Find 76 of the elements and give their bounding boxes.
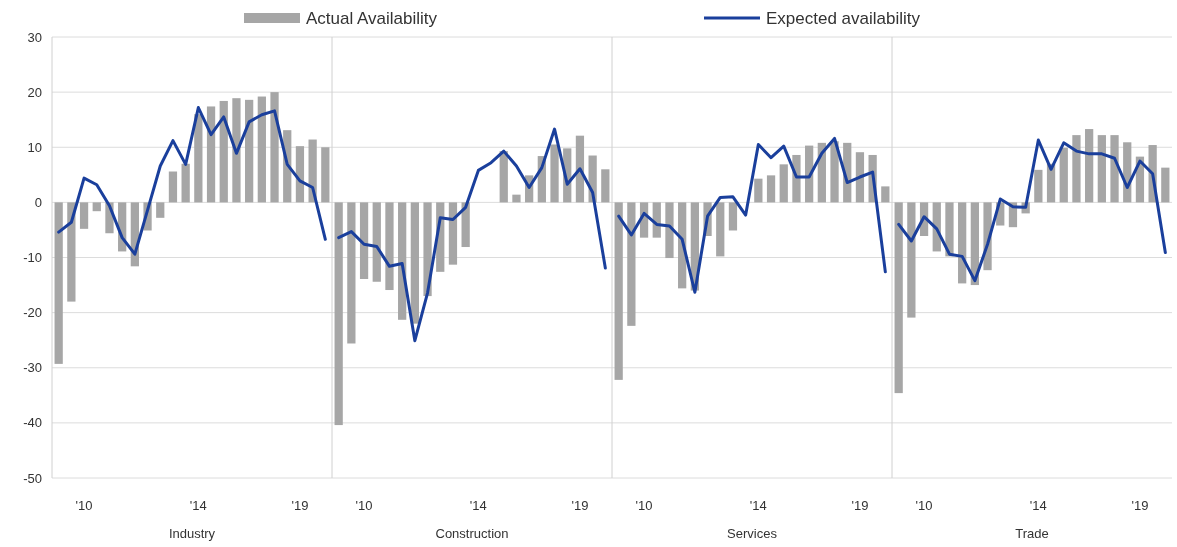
bar bbox=[627, 202, 636, 326]
y-tick-label: 10 bbox=[27, 139, 42, 155]
x-tick-label: '10 bbox=[635, 498, 653, 513]
bar bbox=[168, 171, 178, 203]
bar bbox=[181, 163, 190, 203]
bar bbox=[665, 202, 674, 259]
bar bbox=[1161, 167, 1170, 203]
bar bbox=[1085, 129, 1094, 203]
bar bbox=[270, 92, 279, 203]
bar bbox=[67, 202, 76, 302]
bar bbox=[245, 99, 254, 203]
bar bbox=[894, 202, 903, 394]
x-tick-label: '14 bbox=[749, 498, 767, 513]
bar bbox=[156, 202, 165, 218]
bar bbox=[766, 175, 776, 203]
bar bbox=[945, 202, 954, 257]
line-series bbox=[57, 106, 327, 256]
x-tick-label: '19 bbox=[1131, 498, 1149, 513]
x-tick-label: '19 bbox=[571, 498, 589, 513]
bar bbox=[232, 98, 241, 203]
y-tick-label: 20 bbox=[27, 84, 42, 100]
bar bbox=[1034, 169, 1043, 203]
x-tick-label: '14 bbox=[469, 498, 487, 513]
bar bbox=[1072, 135, 1081, 203]
bar bbox=[372, 202, 381, 282]
x-tick-label: '14 bbox=[1029, 498, 1047, 513]
bar bbox=[334, 202, 343, 426]
bar bbox=[92, 202, 101, 212]
bar bbox=[1059, 147, 1068, 203]
bar bbox=[359, 202, 369, 279]
bar bbox=[385, 202, 394, 291]
bar bbox=[54, 202, 63, 364]
bar bbox=[830, 141, 839, 203]
bar bbox=[448, 202, 458, 265]
bar bbox=[1097, 135, 1106, 203]
bar bbox=[1110, 135, 1119, 203]
y-tick-label: -10 bbox=[23, 250, 42, 266]
x-axis-title: Services bbox=[727, 526, 778, 541]
bar bbox=[321, 147, 330, 203]
legend-label: Actual Availability bbox=[306, 8, 438, 28]
x-tick-label: '19 bbox=[291, 498, 309, 513]
bar bbox=[754, 178, 763, 203]
x-tick-label: '19 bbox=[851, 498, 869, 513]
x-tick-label: '14 bbox=[189, 498, 207, 513]
bar bbox=[295, 146, 305, 203]
bar bbox=[779, 164, 788, 203]
bar bbox=[601, 169, 610, 203]
x-axis-title: Industry bbox=[168, 526, 216, 541]
x-tick-label: '10 bbox=[915, 498, 933, 513]
bar bbox=[550, 144, 559, 203]
bar bbox=[206, 106, 216, 203]
y-tick-label: -50 bbox=[23, 470, 42, 486]
bar bbox=[958, 202, 967, 284]
x-axis-title: Construction bbox=[435, 526, 509, 541]
bar bbox=[855, 152, 865, 203]
bar bbox=[881, 186, 890, 203]
bar bbox=[907, 202, 916, 318]
x-tick-label: '10 bbox=[75, 498, 93, 513]
y-tick-label: 30 bbox=[27, 29, 42, 45]
y-tick-label: -40 bbox=[23, 415, 42, 431]
y-tick-label: -30 bbox=[23, 360, 42, 376]
bar bbox=[614, 202, 623, 380]
legend-label: Expected availability bbox=[766, 8, 921, 28]
bar bbox=[257, 96, 266, 203]
bar bbox=[194, 114, 203, 203]
y-tick-label: 0 bbox=[34, 194, 42, 210]
bar bbox=[219, 100, 228, 203]
x-tick-label: '10 bbox=[355, 498, 373, 513]
bar bbox=[716, 202, 725, 257]
bar bbox=[512, 194, 521, 203]
bar bbox=[347, 202, 356, 344]
bar bbox=[410, 202, 419, 324]
y-tick-label: -20 bbox=[23, 305, 42, 321]
x-axis-title: Trade bbox=[1015, 526, 1049, 541]
bar bbox=[728, 202, 738, 231]
bar bbox=[79, 202, 89, 229]
